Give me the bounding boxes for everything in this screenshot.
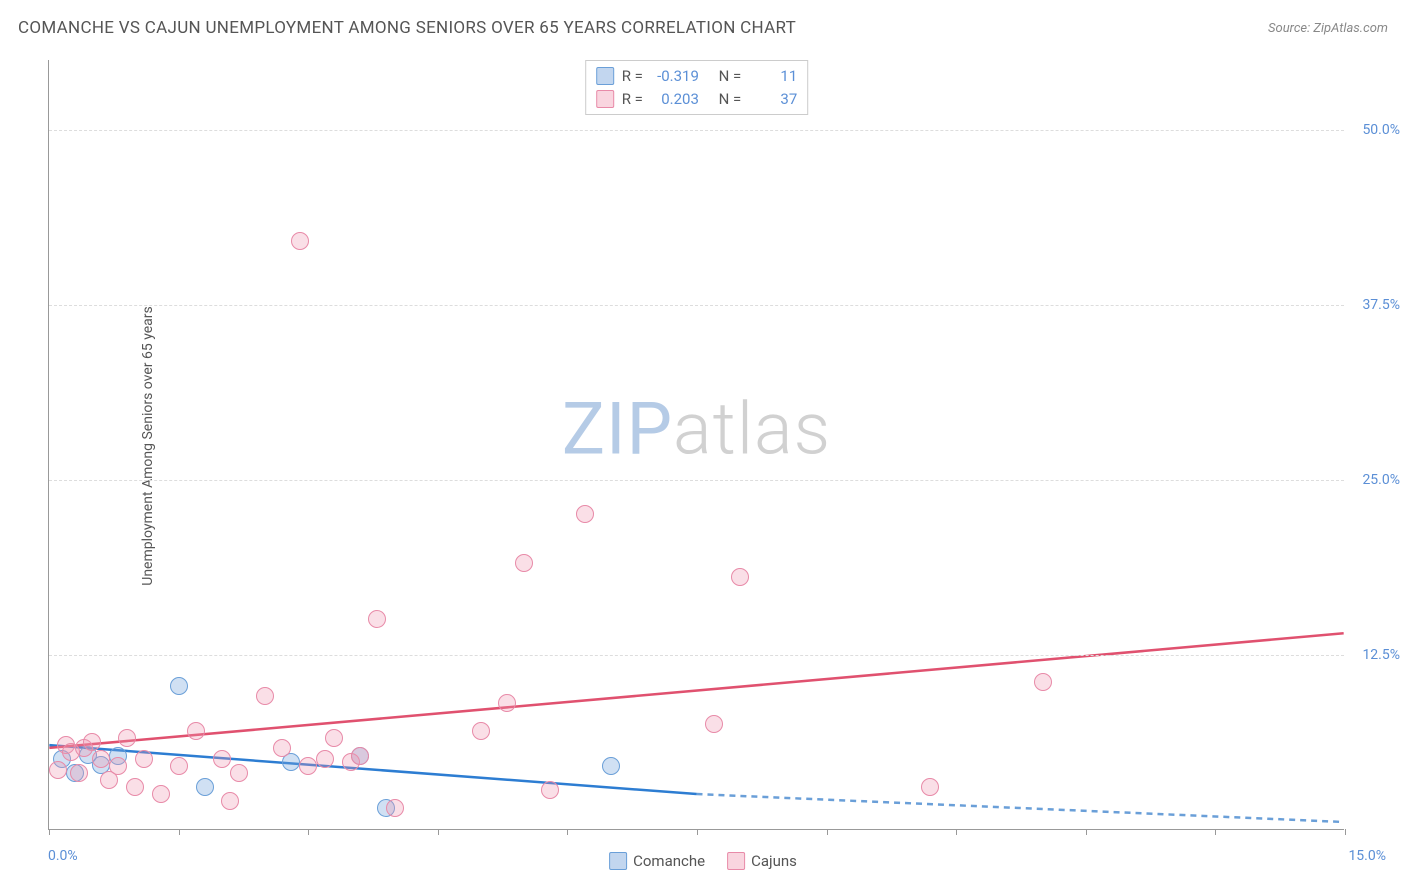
stats-box: R = -0.319 N = 11 R = 0.203 N = 37 [585, 60, 809, 115]
source-label: Source: ZipAtlas.com [1268, 21, 1388, 36]
data-point [921, 778, 939, 796]
y-tick-label: 12.5% [1362, 647, 1400, 663]
data-point [325, 729, 343, 747]
x-tick [1215, 829, 1216, 835]
data-point [118, 729, 136, 747]
x-tick [956, 829, 957, 835]
x-tick [1086, 829, 1087, 835]
data-point [170, 757, 188, 775]
data-point [92, 750, 110, 768]
n-label: N = [719, 88, 742, 111]
data-point [351, 747, 369, 765]
data-point [109, 757, 127, 775]
y-tick-label: 37.5% [1362, 297, 1400, 313]
trend-lines [49, 60, 1344, 829]
legend-label-comanche: Comanche [633, 852, 705, 870]
chart-title: COMANCHE VS CAJUN UNEMPLOYMENT AMONG SEN… [18, 18, 796, 38]
n-value-comanche: 11 [749, 65, 797, 88]
watermark: ZIPatlas [562, 387, 831, 472]
r-label: R = [622, 65, 643, 88]
swatch-blue-icon [596, 67, 614, 85]
data-point [316, 750, 334, 768]
data-point [70, 764, 88, 782]
data-point [170, 677, 188, 695]
n-value-cajuns: 37 [749, 88, 797, 111]
data-point [731, 568, 749, 586]
x-tick [308, 829, 309, 835]
data-point [291, 232, 309, 250]
x-min-label: 0.0% [48, 848, 78, 864]
data-point [705, 715, 723, 733]
legend-item-cajuns: Cajuns [727, 852, 797, 870]
x-tick [567, 829, 568, 835]
grid-line [49, 305, 1344, 306]
data-point [221, 792, 239, 810]
r-value-cajuns: 0.203 [651, 88, 699, 111]
x-tick [438, 829, 439, 835]
legend-item-comanche: Comanche [609, 852, 705, 870]
legend-label-cajuns: Cajuns [751, 852, 797, 870]
data-point [498, 694, 516, 712]
x-tick [49, 829, 50, 835]
swatch-blue-icon [609, 852, 627, 870]
stats-row-comanche: R = -0.319 N = 11 [596, 65, 798, 88]
stats-row-cajuns: R = 0.203 N = 37 [596, 88, 798, 111]
r-value-comanche: -0.319 [651, 65, 699, 88]
data-point [368, 610, 386, 628]
data-point [256, 687, 274, 705]
x-tick [1345, 829, 1346, 835]
watermark-zip: ZIP [562, 387, 673, 472]
grid-line [49, 480, 1344, 481]
data-point [49, 761, 67, 779]
r-label: R = [622, 88, 643, 111]
data-point [515, 554, 533, 572]
data-point [230, 764, 248, 782]
y-tick-label: 50.0% [1362, 122, 1400, 138]
plot-area: ZIPatlas R = -0.319 N = 11 R = 0.203 N =… [48, 60, 1344, 830]
data-point [386, 799, 404, 817]
data-point [152, 785, 170, 803]
y-tick-label: 25.0% [1362, 472, 1400, 488]
data-point [602, 757, 620, 775]
watermark-atlas: atlas [673, 387, 831, 472]
x-tick [697, 829, 698, 835]
data-point [196, 778, 214, 796]
x-tick [827, 829, 828, 835]
data-point [273, 739, 291, 757]
data-point [541, 781, 559, 799]
data-point [213, 750, 231, 768]
data-point [576, 505, 594, 523]
data-point [83, 733, 101, 751]
x-max-label: 15.0% [1348, 848, 1386, 864]
x-tick [179, 829, 180, 835]
data-point [187, 722, 205, 740]
grid-line [49, 130, 1344, 131]
swatch-pink-icon [596, 90, 614, 108]
legend: Comanche Cajuns [609, 852, 797, 870]
data-point [135, 750, 153, 768]
swatch-pink-icon [727, 852, 745, 870]
n-label: N = [719, 65, 742, 88]
grid-line [49, 655, 1344, 656]
data-point [299, 757, 317, 775]
data-point [126, 778, 144, 796]
data-point [472, 722, 490, 740]
data-point [1034, 673, 1052, 691]
